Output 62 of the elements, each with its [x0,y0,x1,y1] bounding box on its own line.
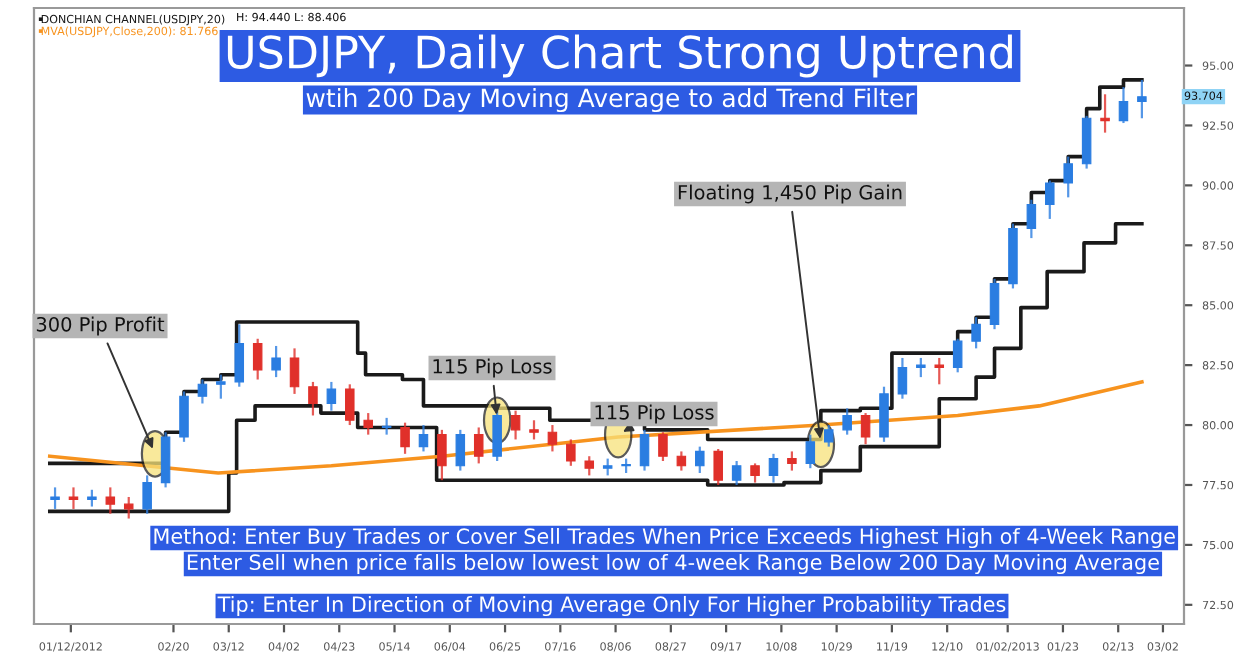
annotation: Floating 1,450 Pip Gain [678,184,902,204]
candlestick [1026,198,1037,240]
text: USDJPY, Daily Chart Strong Uptrend [227,34,1012,78]
candlestick [105,486,116,515]
candlestick [768,452,779,484]
candlestick [860,411,871,446]
candlestick [584,455,595,477]
candlestick [179,390,189,443]
annotation: Tip: Enter In Direction of Moving Average Only For Higher Probability Trades [217,595,1006,617]
annotation: 300 Pip Profit [36,316,165,336]
candlestick [695,445,705,475]
candlestick [326,380,337,412]
candlestick [916,356,926,379]
candlestick [437,428,447,482]
candlestick [473,426,484,465]
candlestick [1118,85,1129,125]
text: wtih 200 Day Moving Average to add Trend Filter [306,87,915,113]
candlestick [289,347,300,396]
candlestick [455,428,466,472]
candlestick [345,383,355,427]
candlestick [547,423,558,453]
candlestick [713,447,723,487]
annotation: Enter Sell when price falls below lowest low of 4-week Range Below 200 Day Moving Average [187,553,1159,575]
line-series [47,380,1144,475]
candlestick [971,316,981,350]
candlestick [216,373,226,400]
candlestick [529,419,539,441]
candlestick [418,423,429,453]
candlestick [400,421,410,455]
candlestick [566,438,576,467]
candlestick [731,459,742,487]
candlestick [234,323,245,388]
candlestick [639,428,650,472]
candlestick [1137,78,1147,120]
candlestick [658,431,668,463]
candlestick [160,431,171,489]
candlestick [787,450,797,472]
candlestick [805,433,816,470]
annotation: Method: Enter Buy Trades or Cover Sell Trades When Price Exceeds Highest High of 4-Week Range [154,527,1175,549]
candlestick [68,486,79,511]
candlestick [363,411,373,436]
candlestick [142,474,152,515]
candlestick [842,407,852,436]
annotation: 115 Pip Loss [595,404,714,424]
candlestick [897,356,908,400]
candlestick [252,337,263,381]
candlestick [271,344,281,379]
annotation: 115 Pip Loss [433,358,552,378]
candlestick [879,385,889,443]
candlestick [50,486,60,511]
candlestick [123,495,134,520]
candlestick [1063,155,1073,199]
candlestick [308,380,318,417]
candlestick [1045,179,1055,221]
candlestick [750,462,760,484]
candlestick [1100,93,1110,134]
candlestick [197,378,208,405]
candlestick [510,409,521,441]
candlestick [934,356,945,386]
candlestick [989,277,1000,331]
candlestick [1081,114,1092,170]
candlestick [952,337,963,374]
